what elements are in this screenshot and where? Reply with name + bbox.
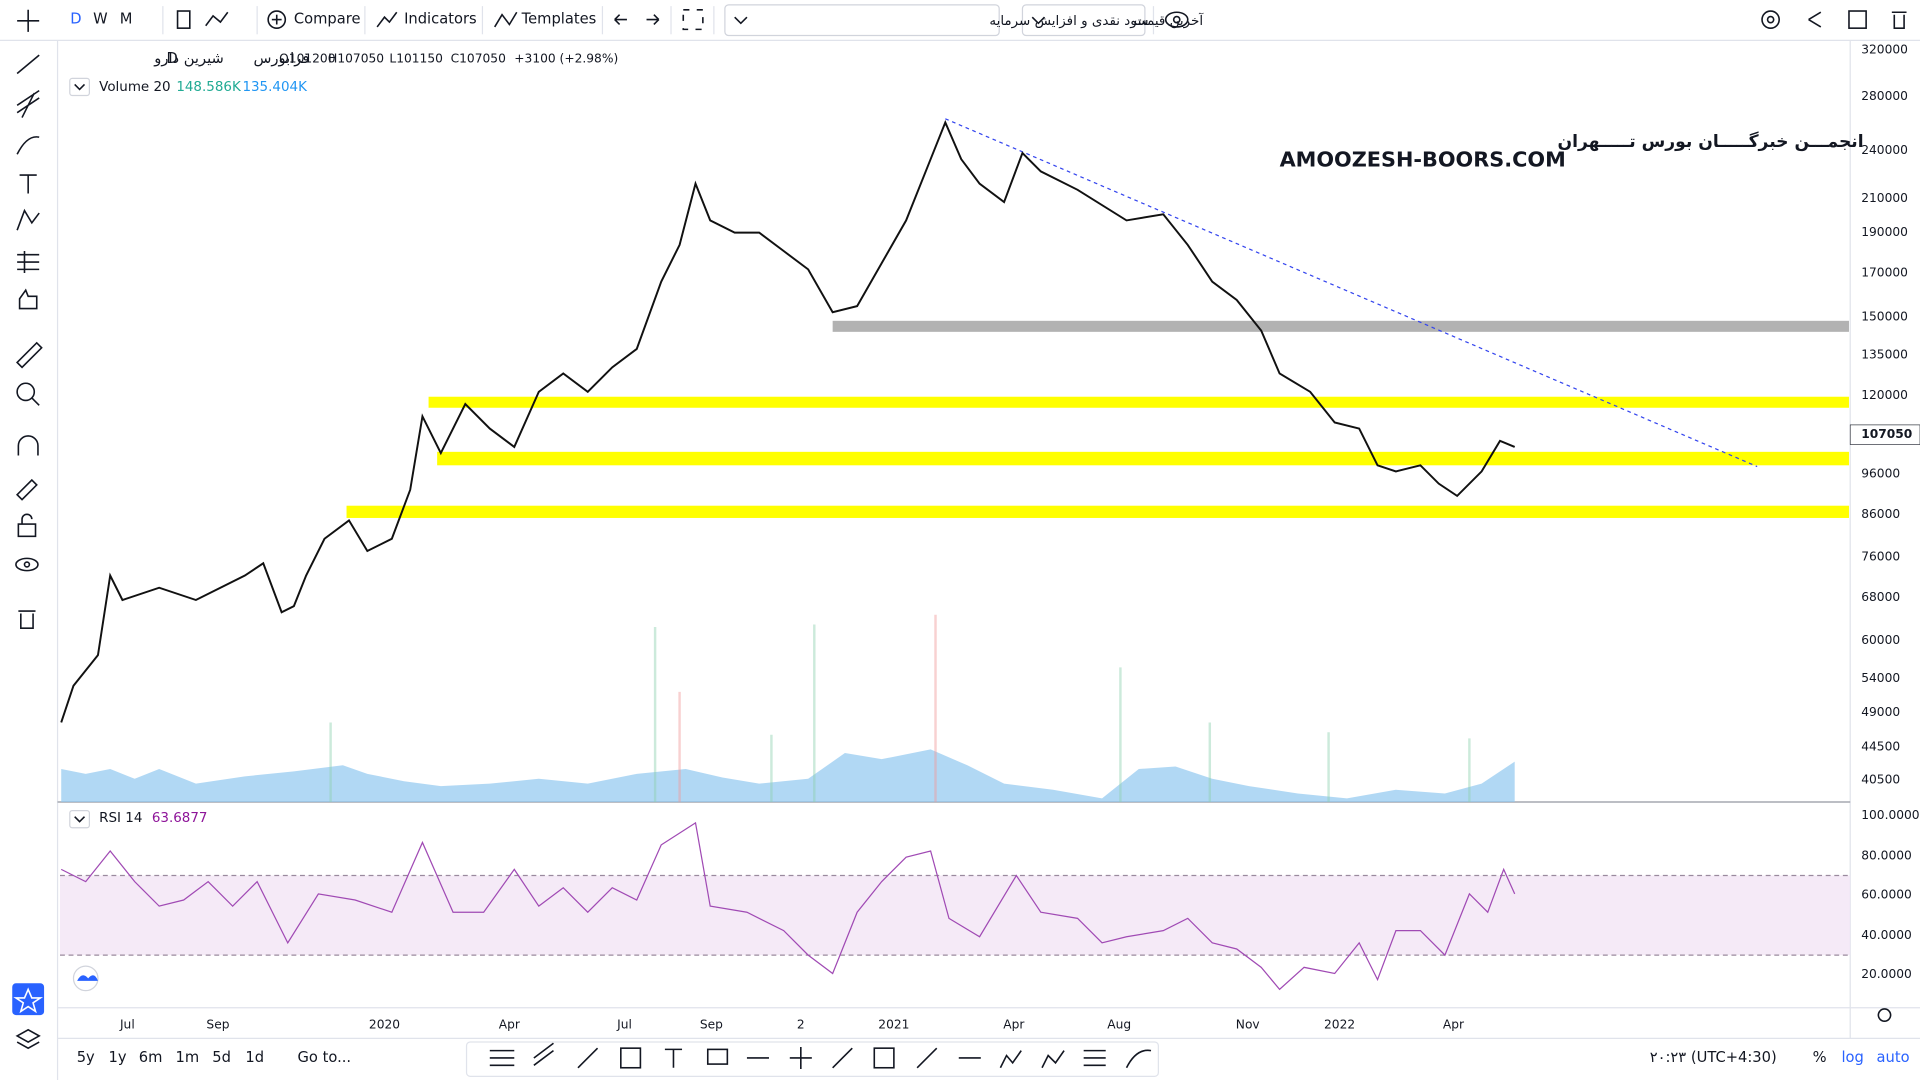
price-axis-label: 210000 xyxy=(1861,191,1908,205)
price-axis-label: 40500 xyxy=(1861,773,1900,787)
time-axis-label: Jul xyxy=(616,1017,632,1031)
rsi-axis-label: 60.0000 xyxy=(1861,888,1912,902)
ohlc-value: C107050 xyxy=(451,51,506,65)
zone-yellow xyxy=(428,396,1849,408)
watermark: انجمـــن خبرگـــــان بورس تـــــهران xyxy=(1558,131,1864,152)
rsi-pane xyxy=(60,821,1892,1023)
range-button[interactable]: 6m xyxy=(139,1049,163,1066)
price-axis-label: 170000 xyxy=(1861,266,1908,280)
rsi-axis-label: 80.0000 xyxy=(1861,848,1912,862)
trend-line xyxy=(945,118,1758,468)
time-axis-label: Nov xyxy=(1236,1017,1260,1031)
price-type[interactable]: آخرین قیمت xyxy=(1134,12,1204,29)
price-axis-label: 240000 xyxy=(1861,143,1908,157)
time-axis-label: Sep xyxy=(206,1017,229,1031)
range-button[interactable]: 1y xyxy=(109,1049,127,1066)
clock: ۲۰:۲۳ (UTC+4:30) xyxy=(1650,1049,1777,1066)
zone-gray xyxy=(832,320,1849,332)
goto-button[interactable]: Go to... xyxy=(298,1049,352,1066)
bottom-tools[interactable] xyxy=(489,1042,1152,1069)
price-axis-label: 190000 xyxy=(1861,225,1908,239)
range-button[interactable]: 5d xyxy=(212,1049,231,1066)
legend-exchange: فرابورس xyxy=(253,50,309,67)
bottom-drawing-bar[interactable] xyxy=(465,1041,1159,1077)
price-axis-label: 44500 xyxy=(1861,739,1900,753)
legend-collapse[interactable] xyxy=(69,77,90,829)
watermark: AMOOZESH-BOORS.COM xyxy=(1280,147,1566,171)
price-axis-label: 150000 xyxy=(1861,310,1908,324)
volume-value: 148.586K xyxy=(176,80,242,95)
price-axis-label: 68000 xyxy=(1861,590,1900,604)
price-line xyxy=(60,119,1516,723)
price-axis-label: 320000 xyxy=(1861,43,1908,57)
rsi-axis-label: 20.0000 xyxy=(1861,967,1912,981)
time-axis-label: Sep xyxy=(700,1017,723,1031)
indicators-button[interactable]: Indicators xyxy=(404,11,477,28)
volume-label: Volume 20 xyxy=(99,80,170,95)
time-axis-label: 2022 xyxy=(1324,1017,1355,1031)
percent-toggle[interactable]: % xyxy=(1813,1049,1827,1066)
time-axis-label: Aug xyxy=(1107,1017,1131,1031)
ohlc-value: H107050 xyxy=(328,51,384,65)
templates-button[interactable]: Templates xyxy=(521,11,597,28)
zone-yellow xyxy=(346,505,1849,518)
rsi-line xyxy=(60,821,1516,991)
log-toggle[interactable]: log xyxy=(1841,1049,1863,1066)
time-axis-label: Jul xyxy=(119,1017,135,1031)
range-button[interactable]: 1m xyxy=(176,1049,200,1066)
price-axis-label: 96000 xyxy=(1861,466,1900,480)
time-axis-label: 2021 xyxy=(878,1017,909,1031)
volume-ma-area xyxy=(61,749,1515,803)
price-axis-label: 120000 xyxy=(1861,388,1908,402)
compare-button[interactable]: Compare xyxy=(294,11,361,28)
ohlc-value: +3100 (+2.98%) xyxy=(514,51,618,65)
time-axis-label: Apr xyxy=(1443,1017,1465,1031)
price-axis-label: 60000 xyxy=(1861,633,1900,647)
volume-bars xyxy=(329,614,1471,803)
price-axis-label: 49000 xyxy=(1861,705,1900,719)
rsi-axis-label: 100.0000 xyxy=(1861,808,1919,822)
zone-yellow xyxy=(437,451,1849,466)
interval-button[interactable]: D xyxy=(70,11,81,28)
price-axis-label: 76000 xyxy=(1861,550,1900,564)
price-axis-label: 86000 xyxy=(1861,507,1900,521)
time-axis-label: Apr xyxy=(499,1017,521,1031)
range-button[interactable]: 5y xyxy=(77,1049,95,1066)
time-axis-label: 2020 xyxy=(369,1017,400,1031)
rsi-label: RSI 14 xyxy=(99,811,142,826)
volume-ma: 135.404K xyxy=(242,80,308,95)
range-button[interactable]: 1d xyxy=(245,1049,264,1066)
interval-button[interactable]: M xyxy=(120,11,133,28)
last-price-label: 107050 xyxy=(1861,427,1912,441)
rsi-value: 63.6877 xyxy=(152,811,208,826)
toolbar-icons[interactable] xyxy=(176,4,1907,37)
ohlc-value: O101200 xyxy=(279,51,335,65)
interval-button[interactable]: W xyxy=(93,11,108,28)
price-axis-label: 135000 xyxy=(1861,348,1908,362)
rsi-axis-label: 40.0000 xyxy=(1861,928,1912,942)
time-axis-label: Apr xyxy=(1003,1017,1025,1031)
ohlc-value: L101150 xyxy=(389,51,443,65)
price-pane xyxy=(60,118,1920,803)
drawing-toolbar[interactable] xyxy=(12,9,45,1050)
symbol-name: شیرین دارو xyxy=(153,50,224,67)
price-axis-label: 54000 xyxy=(1861,671,1900,685)
symbol-search[interactable]: سود نقدی و افزایش سرمایه xyxy=(989,14,1148,29)
price-axis-label: 280000 xyxy=(1861,89,1908,103)
auto-toggle[interactable]: auto xyxy=(1877,1049,1910,1066)
time-axis-label: 2 xyxy=(797,1017,805,1031)
legend-interval: D xyxy=(167,50,178,67)
